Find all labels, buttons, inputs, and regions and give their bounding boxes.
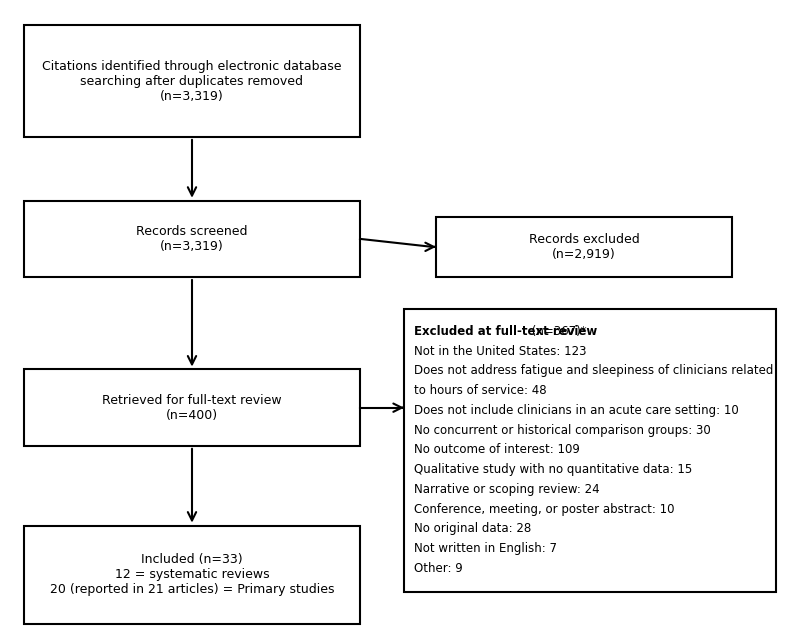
Text: Does not address fatigue and sleepiness of clinicians related: Does not address fatigue and sleepiness … [414, 364, 773, 377]
Text: No outcome of interest: 109: No outcome of interest: 109 [414, 443, 579, 456]
Text: No original data: 28: No original data: 28 [414, 522, 531, 535]
Text: Included (n=33)
12 = systematic reviews
20 (reported in 21 articles) = Primary s: Included (n=33) 12 = systematic reviews … [50, 554, 334, 596]
Text: Excluded at full-text review: Excluded at full-text review [414, 325, 597, 338]
Text: No concurrent or historical comparison groups: 30: No concurrent or historical comparison g… [414, 424, 710, 436]
Text: Conference, meeting, or poster abstract: 10: Conference, meeting, or poster abstract:… [414, 503, 674, 515]
Text: Narrative or scoping review: 24: Narrative or scoping review: 24 [414, 483, 599, 496]
Text: Not in the United States: 123: Not in the United States: 123 [414, 345, 586, 357]
Text: Records excluded
(n=2,919): Records excluded (n=2,919) [529, 233, 639, 261]
Text: to hours of service: 48: to hours of service: 48 [414, 384, 546, 397]
Text: Retrieved for full-text review
(n=400): Retrieved for full-text review (n=400) [102, 394, 282, 422]
FancyBboxPatch shape [24, 25, 360, 137]
FancyBboxPatch shape [24, 201, 360, 277]
Text: Records screened
(n=3,319): Records screened (n=3,319) [136, 225, 248, 253]
FancyBboxPatch shape [404, 309, 776, 592]
Text: (n=367)*: (n=367)* [528, 325, 586, 338]
Text: Citations identified through electronic database
searching after duplicates remo: Citations identified through electronic … [42, 60, 342, 103]
Text: Does not include clinicians in an acute care setting: 10: Does not include clinicians in an acute … [414, 404, 738, 417]
Text: Other: 9: Other: 9 [414, 562, 462, 575]
FancyBboxPatch shape [436, 217, 732, 277]
Text: Not written in English: 7: Not written in English: 7 [414, 542, 557, 555]
Text: Qualitative study with no quantitative data: 15: Qualitative study with no quantitative d… [414, 463, 692, 476]
FancyBboxPatch shape [24, 526, 360, 624]
FancyBboxPatch shape [24, 369, 360, 446]
